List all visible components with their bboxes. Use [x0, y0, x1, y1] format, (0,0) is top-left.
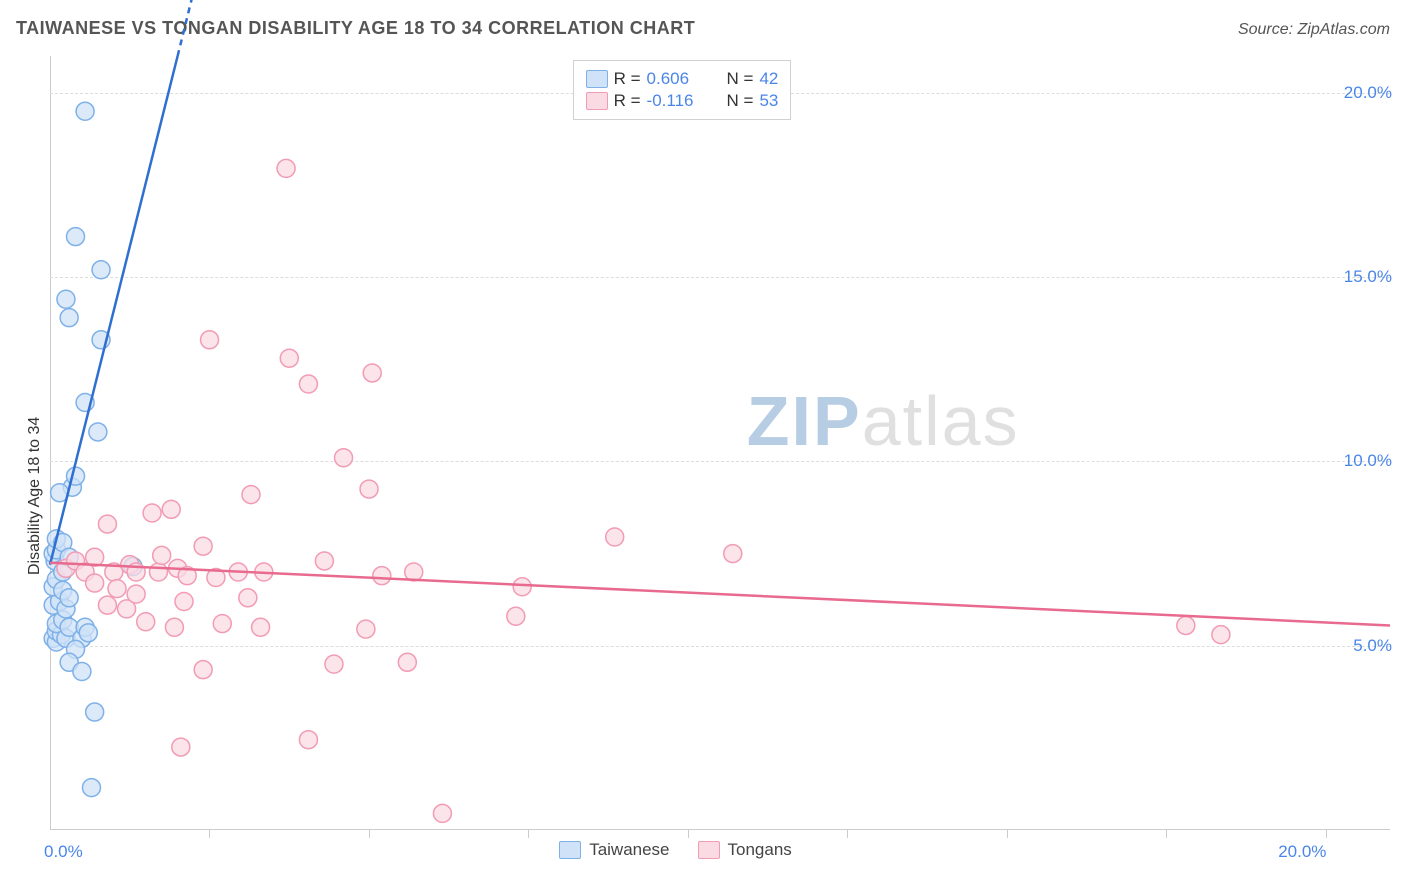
taiwanese-point — [60, 589, 78, 607]
tongans-point — [194, 661, 212, 679]
y-axis-tick-label: 15.0% — [1344, 267, 1392, 287]
x-tick — [847, 830, 848, 838]
tongans-point — [433, 804, 451, 822]
tongans-point — [299, 731, 317, 749]
tongans-point — [86, 574, 104, 592]
tongans-point — [277, 159, 295, 177]
header-bar: TAIWANESE VS TONGAN DISABILITY AGE 18 TO… — [16, 18, 1390, 39]
series-legend-label: Taiwanese — [589, 840, 669, 860]
tongans-point — [127, 585, 145, 603]
r-value: -0.116 — [647, 91, 707, 111]
stats-legend-row: R = 0.606 N =42 — [586, 69, 779, 89]
tongans-point — [162, 500, 180, 518]
tongans-point — [1212, 626, 1230, 644]
tongans-point — [315, 552, 333, 570]
tongans-point — [108, 580, 126, 598]
legend-swatch — [698, 841, 720, 859]
tongans-point — [239, 589, 257, 607]
taiwanese-point — [89, 423, 107, 441]
taiwanese-point — [76, 102, 94, 120]
tongans-point — [325, 655, 343, 673]
legend-swatch — [559, 841, 581, 859]
stats-legend: R = 0.606 N =42 R = -0.116 N =53 — [573, 60, 792, 120]
tongans-point — [175, 592, 193, 610]
tongans-point — [280, 349, 298, 367]
taiwanese-point — [86, 703, 104, 721]
tongans-point — [363, 364, 381, 382]
tongans-point — [360, 480, 378, 498]
y-axis-tick-label: 20.0% — [1344, 83, 1392, 103]
taiwanese-point — [82, 779, 100, 797]
n-label: N = — [727, 69, 754, 89]
r-label: R = — [614, 69, 641, 89]
tongans-point — [373, 567, 391, 585]
stats-legend-row: R = -0.116 N =53 — [586, 91, 779, 111]
x-tick — [528, 830, 529, 838]
tongans-point — [242, 486, 260, 504]
taiwanese-point — [92, 261, 110, 279]
tongans-point — [335, 449, 353, 467]
taiwanese-point — [79, 624, 97, 642]
tongans-point — [357, 620, 375, 638]
taiwanese-point — [73, 663, 91, 681]
tongans-point — [724, 545, 742, 563]
taiwanese-point — [67, 467, 85, 485]
r-label: R = — [614, 91, 641, 111]
n-value: 53 — [759, 91, 778, 111]
scatter-svg — [50, 56, 1390, 830]
scatter-plot — [50, 56, 1390, 830]
tongans-point — [1177, 616, 1195, 634]
tongans-point — [201, 331, 219, 349]
legend-swatch — [586, 70, 608, 88]
y-axis-label: Disability Age 18 to 34 — [26, 416, 44, 574]
taiwanese-point — [57, 290, 75, 308]
n-value: 42 — [759, 69, 778, 89]
tongans-point — [398, 653, 416, 671]
r-value: 0.606 — [647, 69, 707, 89]
series-legend-item: Taiwanese — [559, 840, 669, 860]
x-axis-tick-label: 0.0% — [44, 842, 83, 862]
tongans-point — [194, 537, 212, 555]
series-legend-item: Tongans — [698, 840, 792, 860]
tongans-point — [507, 607, 525, 625]
tongans-point — [213, 615, 231, 633]
series-legend-label: Tongans — [728, 840, 792, 860]
taiwanese-point — [60, 309, 78, 327]
x-tick — [1007, 830, 1008, 838]
tongans-point — [153, 546, 171, 564]
legend-swatch — [586, 92, 608, 110]
tongans-point — [299, 375, 317, 393]
taiwanese-point — [67, 228, 85, 246]
y-axis-tick-label: 5.0% — [1353, 636, 1392, 656]
n-label: N = — [727, 91, 754, 111]
tongans-point — [149, 563, 167, 581]
x-tick — [1166, 830, 1167, 838]
tongans-point — [172, 738, 190, 756]
x-tick — [369, 830, 370, 838]
tongans-point — [165, 618, 183, 636]
series-legend: Taiwanese Tongans — [559, 840, 792, 860]
x-tick — [1326, 830, 1327, 838]
x-tick — [688, 830, 689, 838]
tongans-point — [252, 618, 270, 636]
tongans-point — [137, 613, 155, 631]
x-axis-tick-label: 20.0% — [1278, 842, 1326, 862]
tongans-point — [143, 504, 161, 522]
tongans-point — [513, 578, 531, 596]
tongans-point — [98, 596, 116, 614]
tongans-point — [606, 528, 624, 546]
tongans-point — [98, 515, 116, 533]
x-tick — [209, 830, 210, 838]
source-label: Source: ZipAtlas.com — [1238, 21, 1390, 39]
y-axis-tick-label: 10.0% — [1344, 451, 1392, 471]
chart-title: TAIWANESE VS TONGAN DISABILITY AGE 18 TO… — [16, 18, 695, 39]
